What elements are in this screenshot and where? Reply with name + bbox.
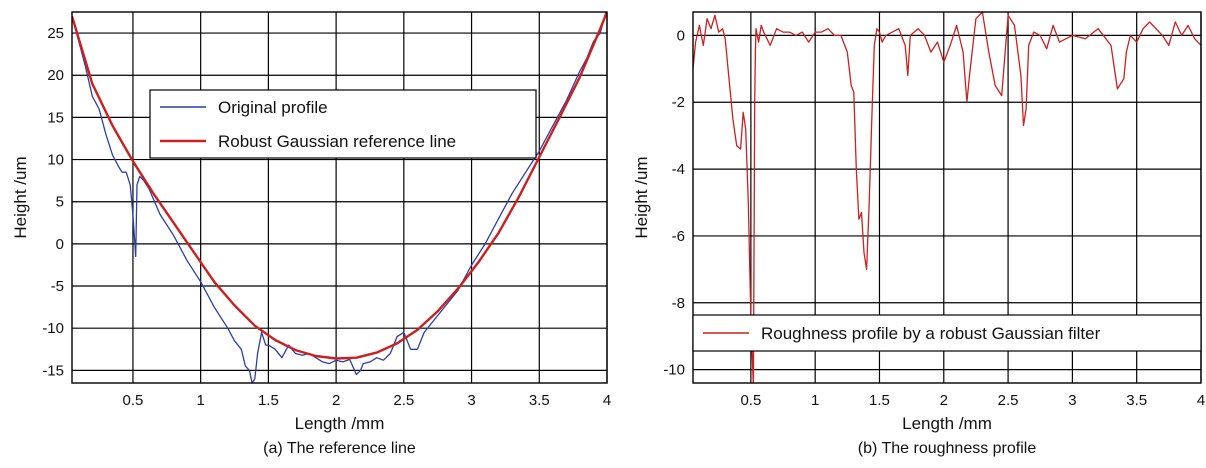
x-tick-label: 2.5 xyxy=(998,392,1019,409)
chart-caption: (a) The reference line xyxy=(263,440,416,457)
legend: Original profile Robust Gaussian referenc… xyxy=(149,89,537,159)
series-line-0 xyxy=(72,12,607,383)
y-axis-label: Height /um xyxy=(632,156,651,238)
series-line-1 xyxy=(72,12,607,360)
legend-label-1: Robust Gaussian reference line xyxy=(218,132,456,151)
x-tick-label: 2 xyxy=(940,392,948,409)
y-tick-label: -10 xyxy=(663,362,685,379)
y-tick-label: 25 xyxy=(47,25,64,42)
x-tick-label: 0.5 xyxy=(740,392,761,409)
x-tick-label: 3 xyxy=(467,392,475,409)
x-tick-label: 1.5 xyxy=(258,392,279,409)
x-tick-label: 1 xyxy=(811,392,819,409)
y-tick-label: -15 xyxy=(42,362,64,379)
x-tick-label: 0.5 xyxy=(123,392,144,409)
x-tick-label: 2 xyxy=(332,392,340,409)
legend-label-0: Roughness profile by a robust Gaussian f… xyxy=(761,324,1101,343)
x-tick-label: 4 xyxy=(1197,392,1205,409)
y-tick-label: 0 xyxy=(56,236,64,253)
x-tick-label: 2.5 xyxy=(393,392,414,409)
series-group xyxy=(72,12,607,383)
chart-panel-1: 0.5 1 1.5 2 2.5 3 3.5 4 0 -2 -4 -6 -8 -10 Length /mm He… xyxy=(632,11,1205,457)
y-tick-label: -4 xyxy=(672,161,685,178)
y-tick-label: 5 xyxy=(56,194,64,211)
y-tick-label: 15 xyxy=(47,109,64,126)
legend-box xyxy=(692,314,1202,352)
plot-frame xyxy=(71,11,608,384)
y-tick-label: -10 xyxy=(42,320,64,337)
plot-frame xyxy=(692,11,1202,384)
series-line-0 xyxy=(693,12,1201,383)
legend-label-0: Original profile xyxy=(218,98,328,117)
y-axis-label: Height /um xyxy=(11,156,30,238)
x-axis-label: Length /mm xyxy=(902,414,992,433)
series-group xyxy=(693,12,1201,383)
y-tick-label: 20 xyxy=(47,67,64,84)
y-tick-label: -6 xyxy=(672,228,685,245)
legend-box xyxy=(149,89,537,159)
chart-caption: (b) The roughness profile xyxy=(858,440,1037,457)
x-tick-label: 4 xyxy=(603,392,611,409)
y-tick-label: -5 xyxy=(51,278,64,295)
chart-panel-0: 0.5 1 1.5 2 2.5 3 3.5 4 25 20 15 10 5 0 -5 -10 -15 Length… xyxy=(11,11,611,457)
y-tick-label: -8 xyxy=(672,295,685,312)
x-tick-label: 3 xyxy=(1068,392,1076,409)
y-tick-label: -2 xyxy=(672,94,685,111)
x-tick-label: 3.5 xyxy=(529,392,550,409)
legend: Roughness profile by a robust Gaussian f… xyxy=(692,314,1202,352)
x-tick-label: 3.5 xyxy=(1126,392,1147,409)
x-tick-label: 1 xyxy=(196,392,204,409)
x-axis-label: Length /mm xyxy=(295,414,385,433)
x-tick-label: 1.5 xyxy=(869,392,890,409)
y-tick-label: 0 xyxy=(677,27,685,44)
y-tick-label: 10 xyxy=(47,152,64,169)
